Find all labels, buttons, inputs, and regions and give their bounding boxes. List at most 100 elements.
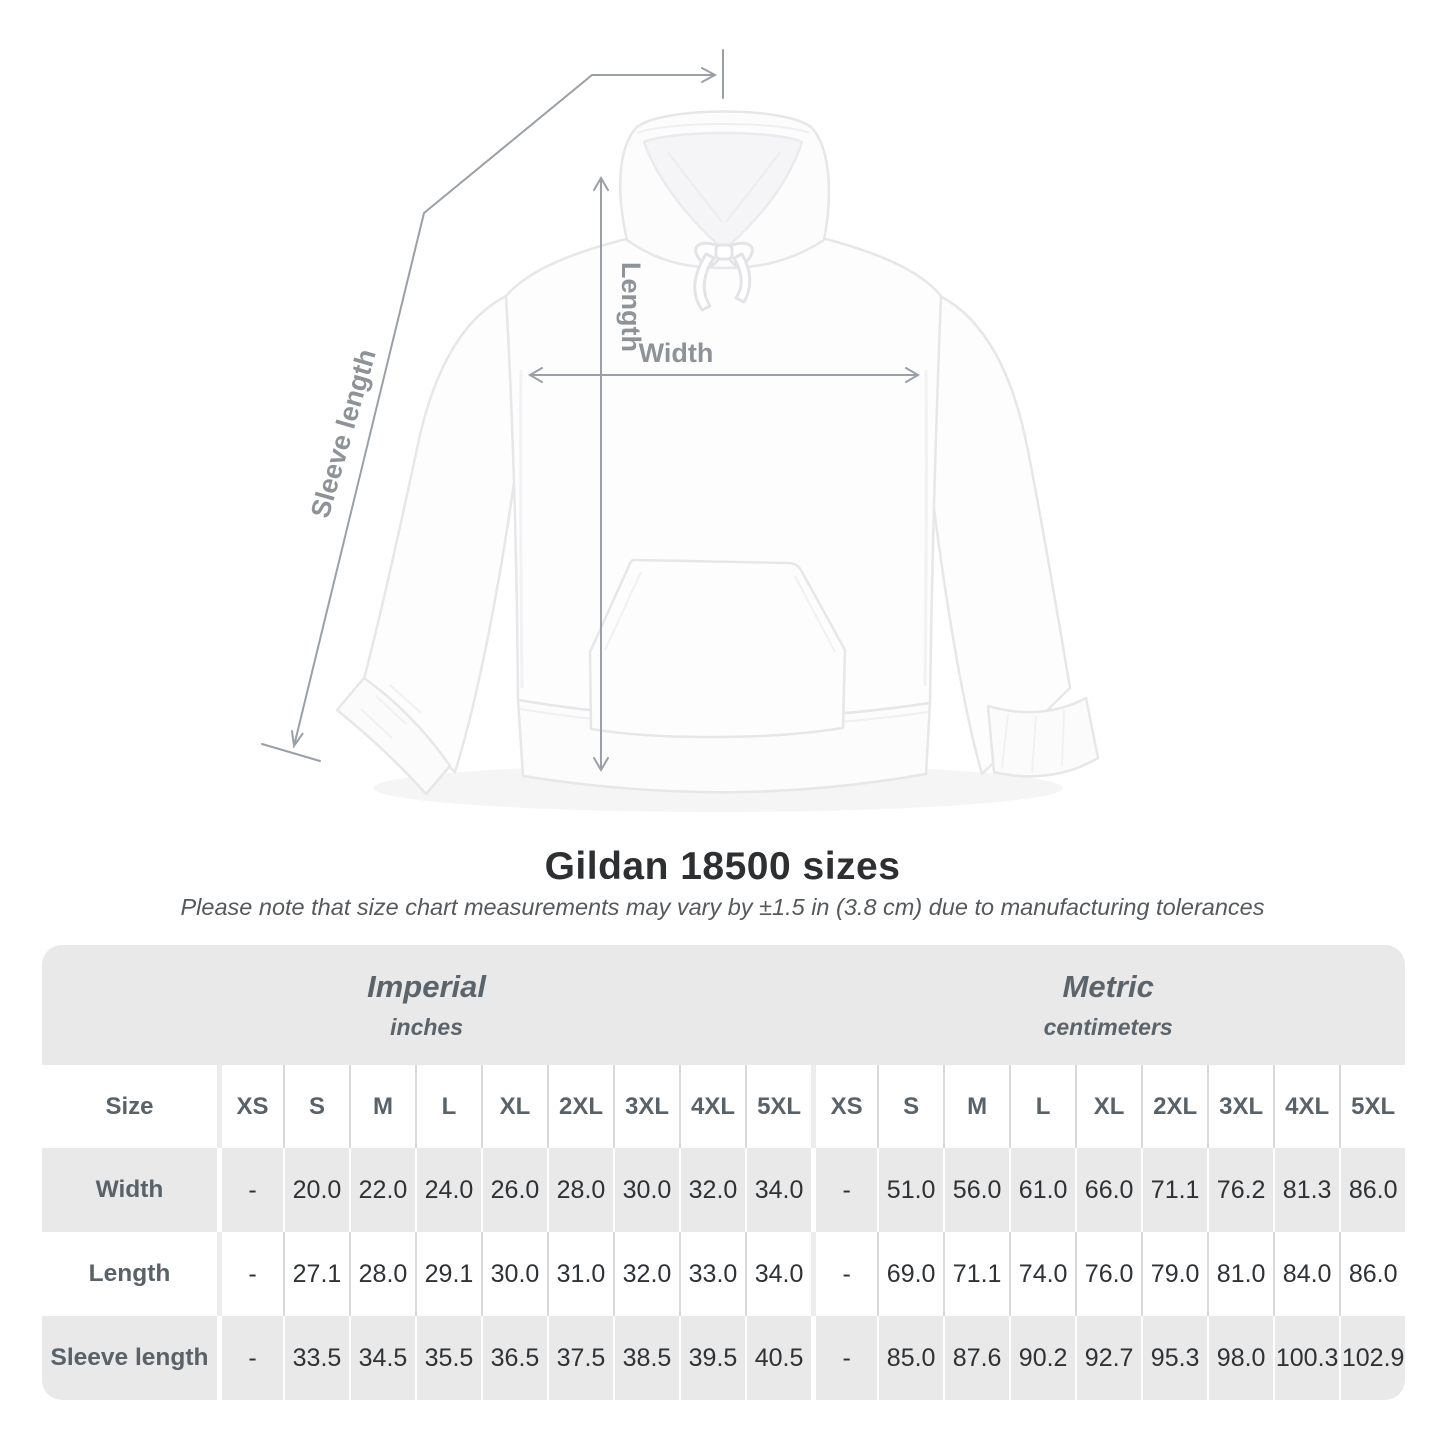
col-header-metric-4xl: 4XL: [1273, 1065, 1340, 1148]
value-cell: 51.0: [877, 1148, 944, 1232]
hood-opening: [642, 131, 804, 252]
value-cell: 71.1: [943, 1232, 1010, 1316]
value-cell: -: [217, 1232, 283, 1316]
value-cell: -: [811, 1232, 878, 1316]
value-cell: 30.0: [481, 1232, 547, 1316]
value-cell: -: [217, 1148, 283, 1232]
value-cell: 69.0: [877, 1232, 944, 1316]
value-cell: 84.0: [1273, 1232, 1340, 1316]
measurement-annotations: [261, 49, 920, 772]
value-cell: 20.0: [283, 1148, 349, 1232]
value-cell: 87.6: [943, 1316, 1010, 1400]
value-cell: 81.0: [1207, 1232, 1274, 1316]
col-header-imperial-xl: XL: [481, 1065, 547, 1148]
table-row: Length -27.1 28.0 29.1 30.0 31.0 32.0 33.0 34.0-…: [42, 1232, 1406, 1316]
col-header-imperial-2xl: 2XL: [547, 1065, 613, 1148]
value-cell: 34.0: [745, 1148, 812, 1232]
col-header-metric-m: M: [943, 1065, 1010, 1148]
value-cell: 28.0: [349, 1232, 415, 1316]
value-cell: 61.0: [1009, 1148, 1076, 1232]
value-cell: 26.0: [481, 1148, 547, 1232]
value-cell: 102.9: [1339, 1316, 1406, 1400]
value-cell: 24.0: [415, 1148, 481, 1232]
unit-header-row: Imperial inches Metric centimeters: [42, 945, 1406, 1065]
value-cell: 37.5: [547, 1316, 613, 1400]
value-cell: 85.0: [877, 1316, 944, 1400]
value-cell: 32.0: [679, 1148, 745, 1232]
tolerance-note: Please note that size chart measurements…: [180, 894, 1265, 920]
value-cell: 36.5: [481, 1316, 547, 1400]
value-cell: 56.0: [943, 1148, 1010, 1232]
metric-section-header: Metric centimeters: [811, 945, 1406, 1065]
size-table: Imperial inches Metric centimeters Size …: [42, 945, 1406, 1400]
hoodie-illustration: Sleeve length Length Width: [261, 49, 1100, 796]
col-header-imperial-l: L: [415, 1065, 481, 1148]
value-cell: 71.1: [1141, 1148, 1208, 1232]
col-header-imperial-5xl: 5XL: [745, 1065, 812, 1148]
col-header-metric-3xl: 3XL: [1207, 1065, 1274, 1148]
value-cell: 28.0: [547, 1148, 613, 1232]
row-label: Sleeve length: [42, 1316, 217, 1400]
value-cell: 22.0: [349, 1148, 415, 1232]
value-cell: 33.0: [679, 1232, 745, 1316]
hoodie-right-sleeve: [926, 294, 1072, 776]
imperial-section-header: Imperial inches: [42, 945, 812, 1065]
col-header-imperial-3xl: 3XL: [613, 1065, 679, 1148]
hood-drawstrings: [693, 241, 754, 312]
value-cell: 30.0: [613, 1148, 679, 1232]
value-cell: 74.0: [1009, 1232, 1076, 1316]
value-cell: 98.0: [1207, 1316, 1274, 1400]
table-row: Width -20.0 22.0 24.0 26.0 28.0 30.0 32.0 34.0-5…: [42, 1148, 1406, 1232]
row-label: Length: [42, 1232, 217, 1316]
value-cell: 95.3: [1141, 1316, 1208, 1400]
col-header-imperial-xs: XS: [217, 1065, 283, 1148]
hoodie-left-sleeve: [360, 294, 519, 774]
value-cell: 76.2: [1207, 1148, 1274, 1232]
row-label: Width: [42, 1148, 217, 1232]
imperial-section-unit: inches: [390, 1014, 463, 1040]
size-column-label: Size: [42, 1065, 217, 1148]
col-header-metric-xl: XL: [1075, 1065, 1142, 1148]
col-header-metric-xs: XS: [811, 1065, 878, 1148]
hoodie-garment: [335, 110, 1100, 796]
value-cell: 100.3: [1273, 1316, 1340, 1400]
value-cell: 27.1: [283, 1232, 349, 1316]
col-header-imperial-s: S: [283, 1065, 349, 1148]
length-line: [593, 176, 609, 772]
value-cell: 31.0: [547, 1232, 613, 1316]
value-cell: 34.0: [745, 1232, 812, 1316]
value-cell: 34.5: [349, 1316, 415, 1400]
imperial-section-title: Imperial: [367, 969, 487, 1004]
value-cell: 33.5: [283, 1316, 349, 1400]
col-header-imperial-m: M: [349, 1065, 415, 1148]
value-cell: 39.5: [679, 1316, 745, 1400]
size-header-row: Size XS S M L XL 2XL 3XL 4XL 5XL XS S M L XL 2XL 3XL 4XL…: [42, 1065, 1406, 1148]
page-title: Gildan 18500 sizes: [544, 845, 901, 888]
value-cell: 81.3: [1273, 1148, 1340, 1232]
value-cell: 86.0: [1339, 1232, 1406, 1316]
hoodie-pocket: [588, 558, 847, 739]
value-cell: 32.0: [613, 1232, 679, 1316]
value-cell: 29.1: [415, 1232, 481, 1316]
width-label: Width: [639, 338, 714, 368]
width-line: [528, 367, 920, 383]
hoodie-left-cuff: [335, 676, 452, 796]
hoodie-right-cuff: [986, 696, 1100, 778]
value-cell: 92.7: [1075, 1316, 1142, 1400]
col-header-metric-l: L: [1009, 1065, 1076, 1148]
hoodie-measurement-diagram: Sleeve length Length Width: [261, 49, 1100, 796]
value-cell: -: [811, 1316, 878, 1400]
value-cell: 66.0: [1075, 1148, 1142, 1232]
metric-section-title: Metric: [1062, 969, 1154, 1004]
value-cell: 76.0: [1075, 1232, 1142, 1316]
value-cell: 90.2: [1009, 1316, 1076, 1400]
length-label: Length: [616, 262, 646, 352]
sleeve-length-line: [261, 49, 724, 762]
table-row: Sleeve length -33.5 34.5 35.5 36.5 37.5 38.5 39…: [42, 1316, 1406, 1400]
value-cell: 79.0: [1141, 1232, 1208, 1316]
col-header-metric-5xl: 5XL: [1339, 1065, 1406, 1148]
value-cell: -: [217, 1316, 283, 1400]
value-cell: 35.5: [415, 1316, 481, 1400]
metric-section-unit: centimeters: [1043, 1014, 1173, 1040]
value-cell: -: [811, 1148, 878, 1232]
